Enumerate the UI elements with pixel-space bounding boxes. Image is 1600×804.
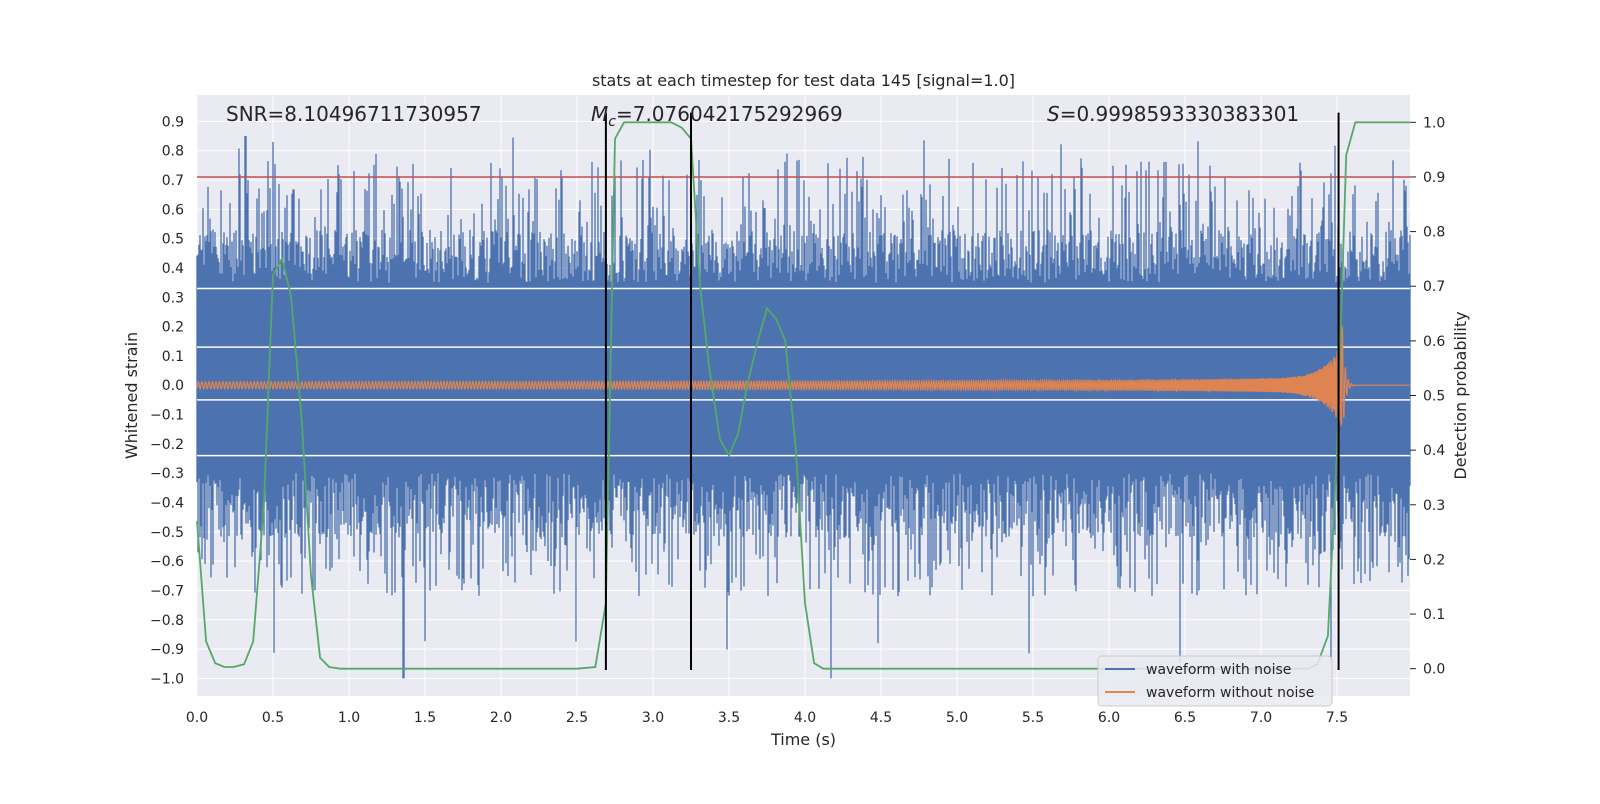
ticks: 0.0 0.5 1.0 1.5 2.0 2.5 3.0 3.5 4.0 4.5 5.0 5.5 6.0 6… bbox=[150, 114, 1445, 726]
y-tick-label: −0.2 bbox=[150, 437, 184, 453]
y2-tick-label: 0.6 bbox=[1423, 334, 1445, 350]
y-tick-label: −0.5 bbox=[150, 525, 184, 541]
snr-annotation: SNR=8.10496711730957 bbox=[226, 102, 482, 126]
x-tick-label: 7.5 bbox=[1326, 710, 1348, 726]
y-tick-label: −0.9 bbox=[150, 642, 184, 658]
chirp-mass-annotation: Mc=7.076042175292969 bbox=[591, 102, 843, 130]
y-tick-label: −0.3 bbox=[150, 466, 184, 482]
x-tick-label: 1.0 bbox=[338, 710, 360, 726]
y2-tick-label: 0.3 bbox=[1423, 498, 1445, 514]
y2-tick-label: 0.9 bbox=[1423, 170, 1445, 186]
y-tick-label: 0.2 bbox=[162, 320, 184, 336]
x-tick-label: 2.0 bbox=[490, 710, 512, 726]
x-tick-label: 2.5 bbox=[566, 710, 588, 726]
x-tick-label: 5.0 bbox=[946, 710, 968, 726]
y-tick-label: 0.6 bbox=[162, 202, 184, 218]
legend-label-noise: waveform with noise bbox=[1146, 662, 1291, 678]
y2-tick-label: 0.8 bbox=[1423, 225, 1445, 241]
y2-tick-label: 0.1 bbox=[1423, 607, 1445, 623]
clean-trace bbox=[196, 325, 1410, 427]
y2-tick-label: 0.4 bbox=[1423, 443, 1445, 459]
s-value: =0.9998593330383301 bbox=[1060, 102, 1299, 126]
y-tick-label: 0.1 bbox=[162, 349, 184, 365]
y-tick-label: 0.7 bbox=[162, 173, 184, 189]
mc-subscript: c bbox=[608, 114, 616, 130]
x-axis-label: Time (s) bbox=[770, 730, 836, 749]
x-tick-label: 0.5 bbox=[262, 710, 284, 726]
x-tick-label: 6.5 bbox=[1174, 710, 1196, 726]
x-tick-label: 4.5 bbox=[870, 710, 892, 726]
y2-tick-label: 1.0 bbox=[1423, 115, 1445, 131]
x-tick-label: 4.0 bbox=[794, 710, 816, 726]
chart-title: stats at each timestep for test data 145… bbox=[592, 71, 1015, 90]
x-tick-label: 3.5 bbox=[718, 710, 740, 726]
y2-tick-label: 0.7 bbox=[1423, 279, 1445, 295]
y-tick-label: −1.0 bbox=[150, 671, 184, 687]
x-tick-label: 7.0 bbox=[1250, 710, 1272, 726]
y-tick-label: 0.9 bbox=[162, 114, 184, 130]
y-tick-label: −0.4 bbox=[150, 496, 184, 512]
y2-tick-label: 0.2 bbox=[1423, 552, 1445, 568]
y-tick-label: 0.3 bbox=[162, 290, 184, 306]
y2-tick-label: 0.0 bbox=[1423, 662, 1445, 678]
y-tick-label: 0.8 bbox=[162, 144, 184, 160]
y-tick-label: 0.4 bbox=[162, 261, 184, 277]
y-tick-label: 0.5 bbox=[162, 232, 184, 248]
vertical-markers bbox=[604, 112, 1340, 670]
y-tick-label: −0.1 bbox=[150, 408, 184, 424]
x-tick-label: 6.0 bbox=[1098, 710, 1120, 726]
mc-symbol: M bbox=[591, 102, 608, 126]
x-tick-label: 0.0 bbox=[186, 710, 208, 726]
clean-series bbox=[196, 325, 1410, 427]
x-tick-label: 3.0 bbox=[642, 710, 664, 726]
x-tick-label: 1.5 bbox=[414, 710, 436, 726]
legend: waveform with noise waveform without noi… bbox=[1097, 655, 1333, 707]
y2-tick-label: 0.5 bbox=[1423, 389, 1445, 405]
y-tick-label: −0.6 bbox=[150, 554, 184, 570]
y2-axis-label: Detection probability bbox=[1451, 311, 1470, 479]
y-tick-label: −0.7 bbox=[150, 583, 184, 599]
s-symbol: S bbox=[1047, 102, 1060, 126]
legend-label-clean: waveform without noise bbox=[1146, 685, 1314, 701]
y-tick-label: 0.0 bbox=[162, 378, 184, 394]
x-tick-label: 5.5 bbox=[1022, 710, 1044, 726]
mc-value: =7.076042175292969 bbox=[616, 102, 843, 126]
score-annotation: S=0.9998593330383301 bbox=[1047, 102, 1299, 126]
noise-envelope-lines bbox=[197, 287, 1410, 457]
y-tick-label: −0.8 bbox=[150, 613, 184, 629]
y-axis-label: Whitened strain bbox=[122, 332, 141, 459]
legend-box bbox=[1097, 655, 1333, 707]
